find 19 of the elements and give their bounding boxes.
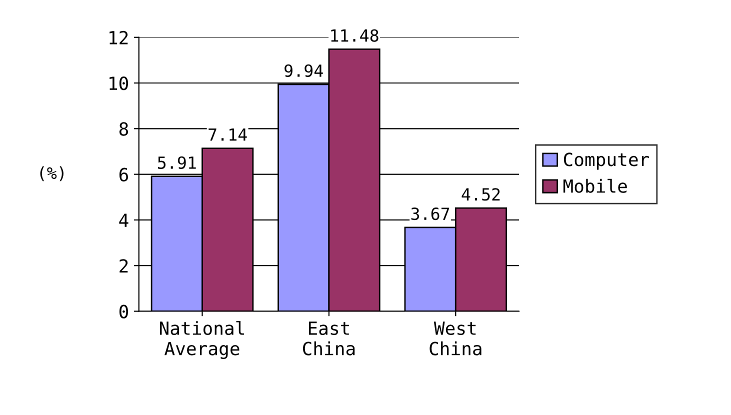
- data-label: 7.14: [208, 128, 247, 141]
- data-label: 9.94: [284, 64, 323, 77]
- y-tick-label: 8: [119, 122, 128, 136]
- y-tick-label: 12: [110, 30, 128, 44]
- data-label: 4.52: [462, 188, 500, 201]
- legend-label: Mobile: [563, 178, 627, 193]
- x-tick-label: National Average: [160, 320, 244, 359]
- y-tick-label: 2: [120, 259, 128, 273]
- x-tick-label: West China: [430, 322, 482, 356]
- legend-label: Computer: [564, 152, 649, 170]
- y-tick-label: 6: [119, 168, 128, 182]
- data-label: 11.48: [331, 29, 378, 42]
- x-tick-label: East China: [303, 322, 355, 356]
- data-label: 3.67: [411, 207, 450, 220]
- y-tick-label: 0: [119, 304, 128, 318]
- y-tick-label: 4: [119, 214, 128, 227]
- y-axis-title: (%): [40, 166, 64, 182]
- data-label: 5.91: [158, 156, 196, 169]
- y-tick-label: 10: [110, 76, 128, 90]
